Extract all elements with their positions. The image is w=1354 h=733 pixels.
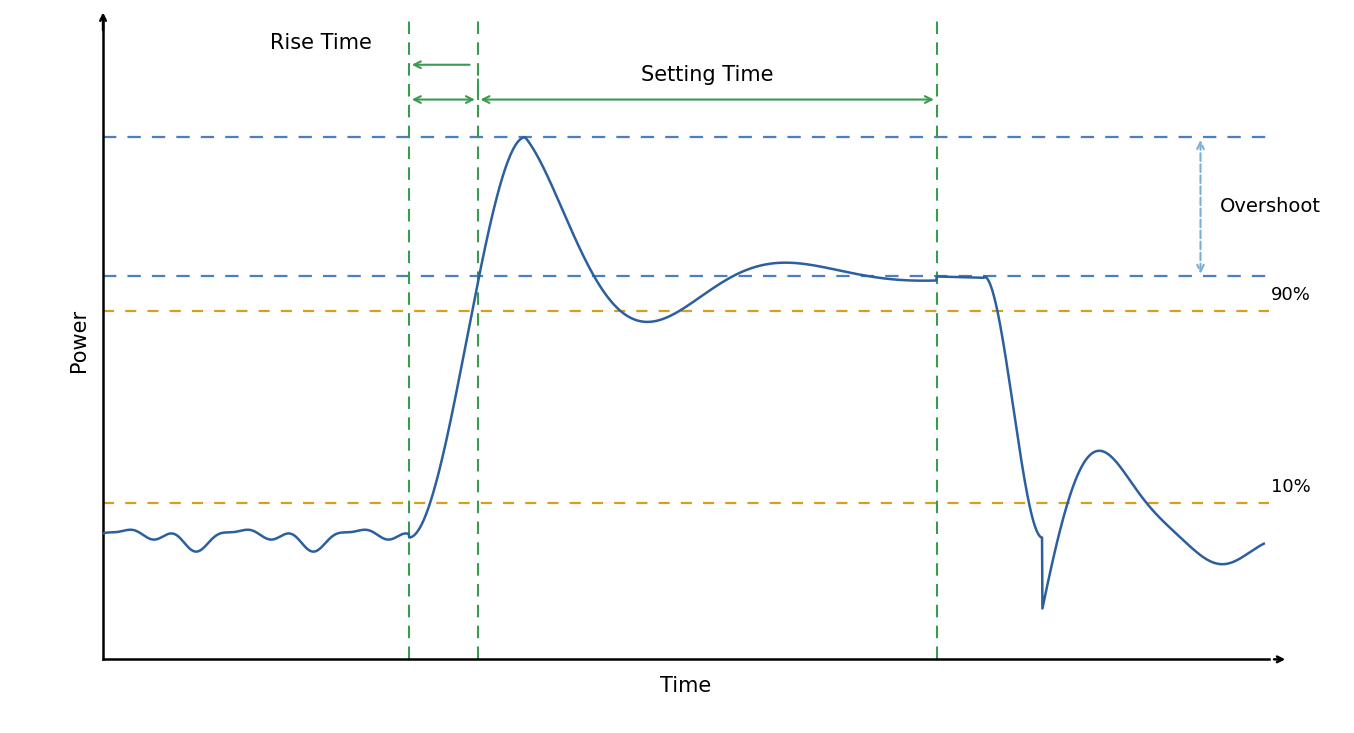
Text: Rise Time: Rise Time — [271, 33, 372, 54]
X-axis label: Time: Time — [661, 676, 712, 696]
Y-axis label: Power: Power — [69, 309, 89, 372]
Text: Overshoot: Overshoot — [1220, 197, 1320, 216]
Text: Setting Time: Setting Time — [640, 65, 773, 85]
Text: 10%: 10% — [1271, 478, 1311, 496]
Text: 90%: 90% — [1271, 287, 1311, 304]
